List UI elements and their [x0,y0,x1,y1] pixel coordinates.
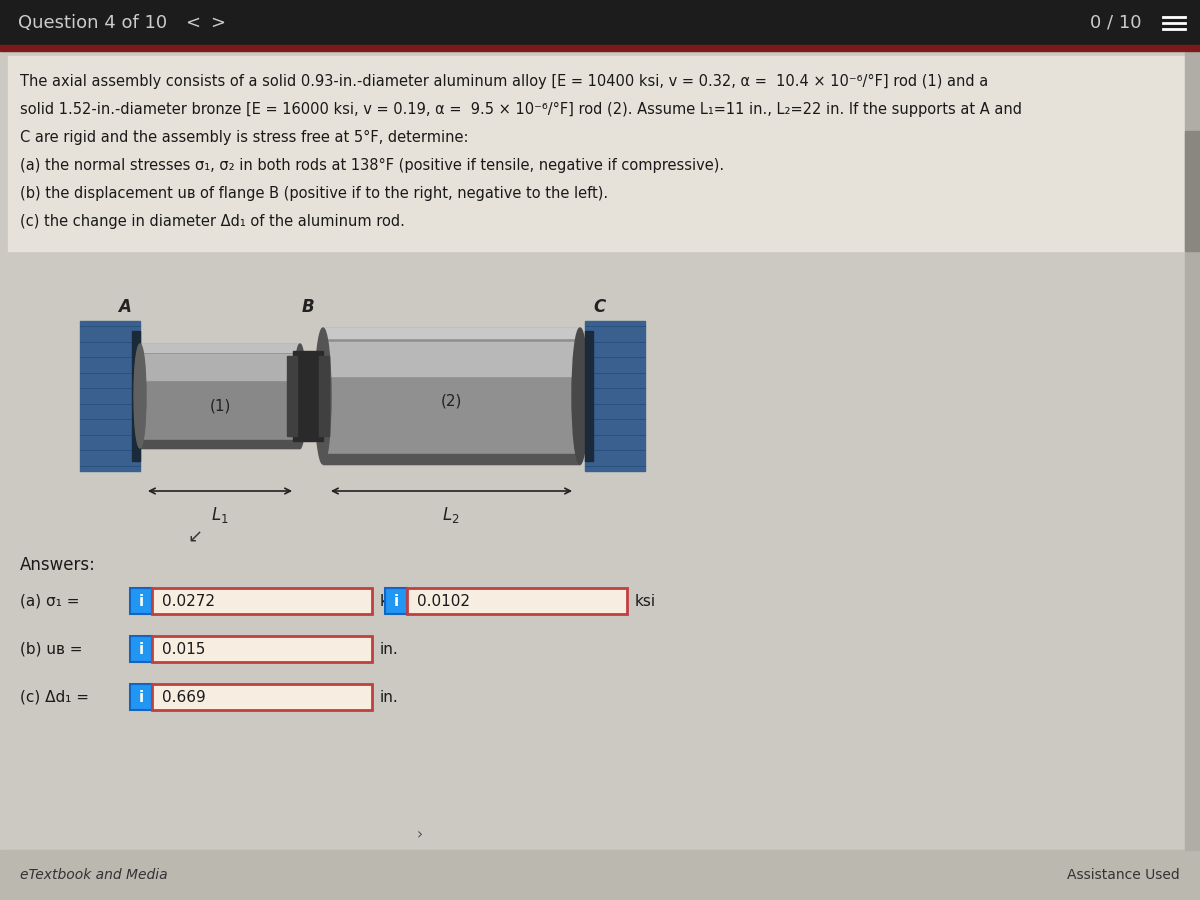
Ellipse shape [294,344,306,448]
Bar [0,45,1200,51]
FancyBboxPatch shape [385,588,407,614]
Text: C are rigid and the assembly is stress free at 5°F, determine:: C are rigid and the assembly is stress f… [20,130,468,145]
Text: ›: › [418,827,424,842]
Bar [140,440,300,448]
Text: The axial assembly consists of a solid 0.93-in.-diameter aluminum alloy [E = 104: The axial assembly consists of a solid 0… [20,74,989,89]
Text: in.: in. [380,689,398,705]
Text: (1): (1) [209,399,230,413]
Ellipse shape [314,328,331,464]
Text: C: C [594,298,606,316]
Text: 0.015: 0.015 [162,642,205,656]
Bar [287,356,298,436]
Text: $L_1$: $L_1$ [211,505,229,525]
Text: (c) the change in diameter Δd₁ of the aluminum rod.: (c) the change in diameter Δd₁ of the al… [20,214,404,229]
Bar [80,321,140,471]
Bar [323,328,580,464]
Text: ksi, σ₂ =: ksi, σ₂ = [380,593,444,608]
Text: (2): (2) [440,393,462,409]
Text: Answers:: Answers: [20,556,96,574]
FancyBboxPatch shape [152,588,372,614]
Bar [0,0,1200,45]
Text: solid 1.52-in.-diameter bronze [E = 16000 ksi, v = 0.19, α =  9.5 × 10⁻⁶/°F] rod: solid 1.52-in.-diameter bronze [E = 1600… [20,102,1022,117]
Text: 0 / 10: 0 / 10 [1090,14,1141,32]
Text: in.: in. [380,642,398,656]
Bar [140,344,300,352]
Bar [323,342,580,375]
Text: ksi: ksi [635,593,656,608]
Text: i: i [138,689,144,705]
Text: B: B [301,298,314,316]
Text: (a) σ₁ =: (a) σ₁ = [20,593,79,608]
Bar [319,356,329,436]
Text: i: i [394,593,398,608]
Bar [586,321,646,471]
FancyBboxPatch shape [130,588,152,614]
Text: Assistance Used: Assistance Used [1067,868,1180,882]
Text: i: i [138,593,144,608]
Text: (a) the normal stresses σ₁, σ₂ in both rods at 138°F (positive if tensile, negat: (a) the normal stresses σ₁, σ₂ in both r… [20,158,724,173]
FancyBboxPatch shape [152,636,372,662]
Text: i: i [138,642,144,656]
Bar [1186,131,1200,251]
Bar [8,56,1192,251]
Text: 0.669: 0.669 [162,689,205,705]
FancyBboxPatch shape [130,684,152,710]
Text: eTextbook and Media: eTextbook and Media [20,868,168,882]
Text: A: A [119,298,132,316]
Text: $L_2$: $L_2$ [443,505,460,525]
Bar [0,850,1200,900]
Bar [132,331,140,461]
FancyBboxPatch shape [152,684,372,710]
Text: >: > [210,14,226,32]
Ellipse shape [134,344,146,448]
Bar [323,454,580,464]
FancyBboxPatch shape [407,588,628,614]
Ellipse shape [572,328,588,464]
Bar [140,355,300,381]
FancyBboxPatch shape [130,636,152,662]
Bar [140,344,300,448]
Text: (c) Δd₁ =: (c) Δd₁ = [20,689,89,705]
Text: (b) uʙ =: (b) uʙ = [20,642,83,656]
Bar [586,331,593,461]
Bar [293,351,323,441]
Bar [1186,51,1200,850]
Text: ↙: ↙ [187,529,203,547]
Text: <: < [185,14,200,32]
Text: Question 4 of 10: Question 4 of 10 [18,14,167,32]
Bar [323,328,580,338]
Text: 0.0272: 0.0272 [162,593,215,608]
Text: (b) the displacement uʙ of flange B (positive if to the right, negative to the l: (b) the displacement uʙ of flange B (pos… [20,186,608,201]
Text: 0.0102: 0.0102 [418,593,470,608]
